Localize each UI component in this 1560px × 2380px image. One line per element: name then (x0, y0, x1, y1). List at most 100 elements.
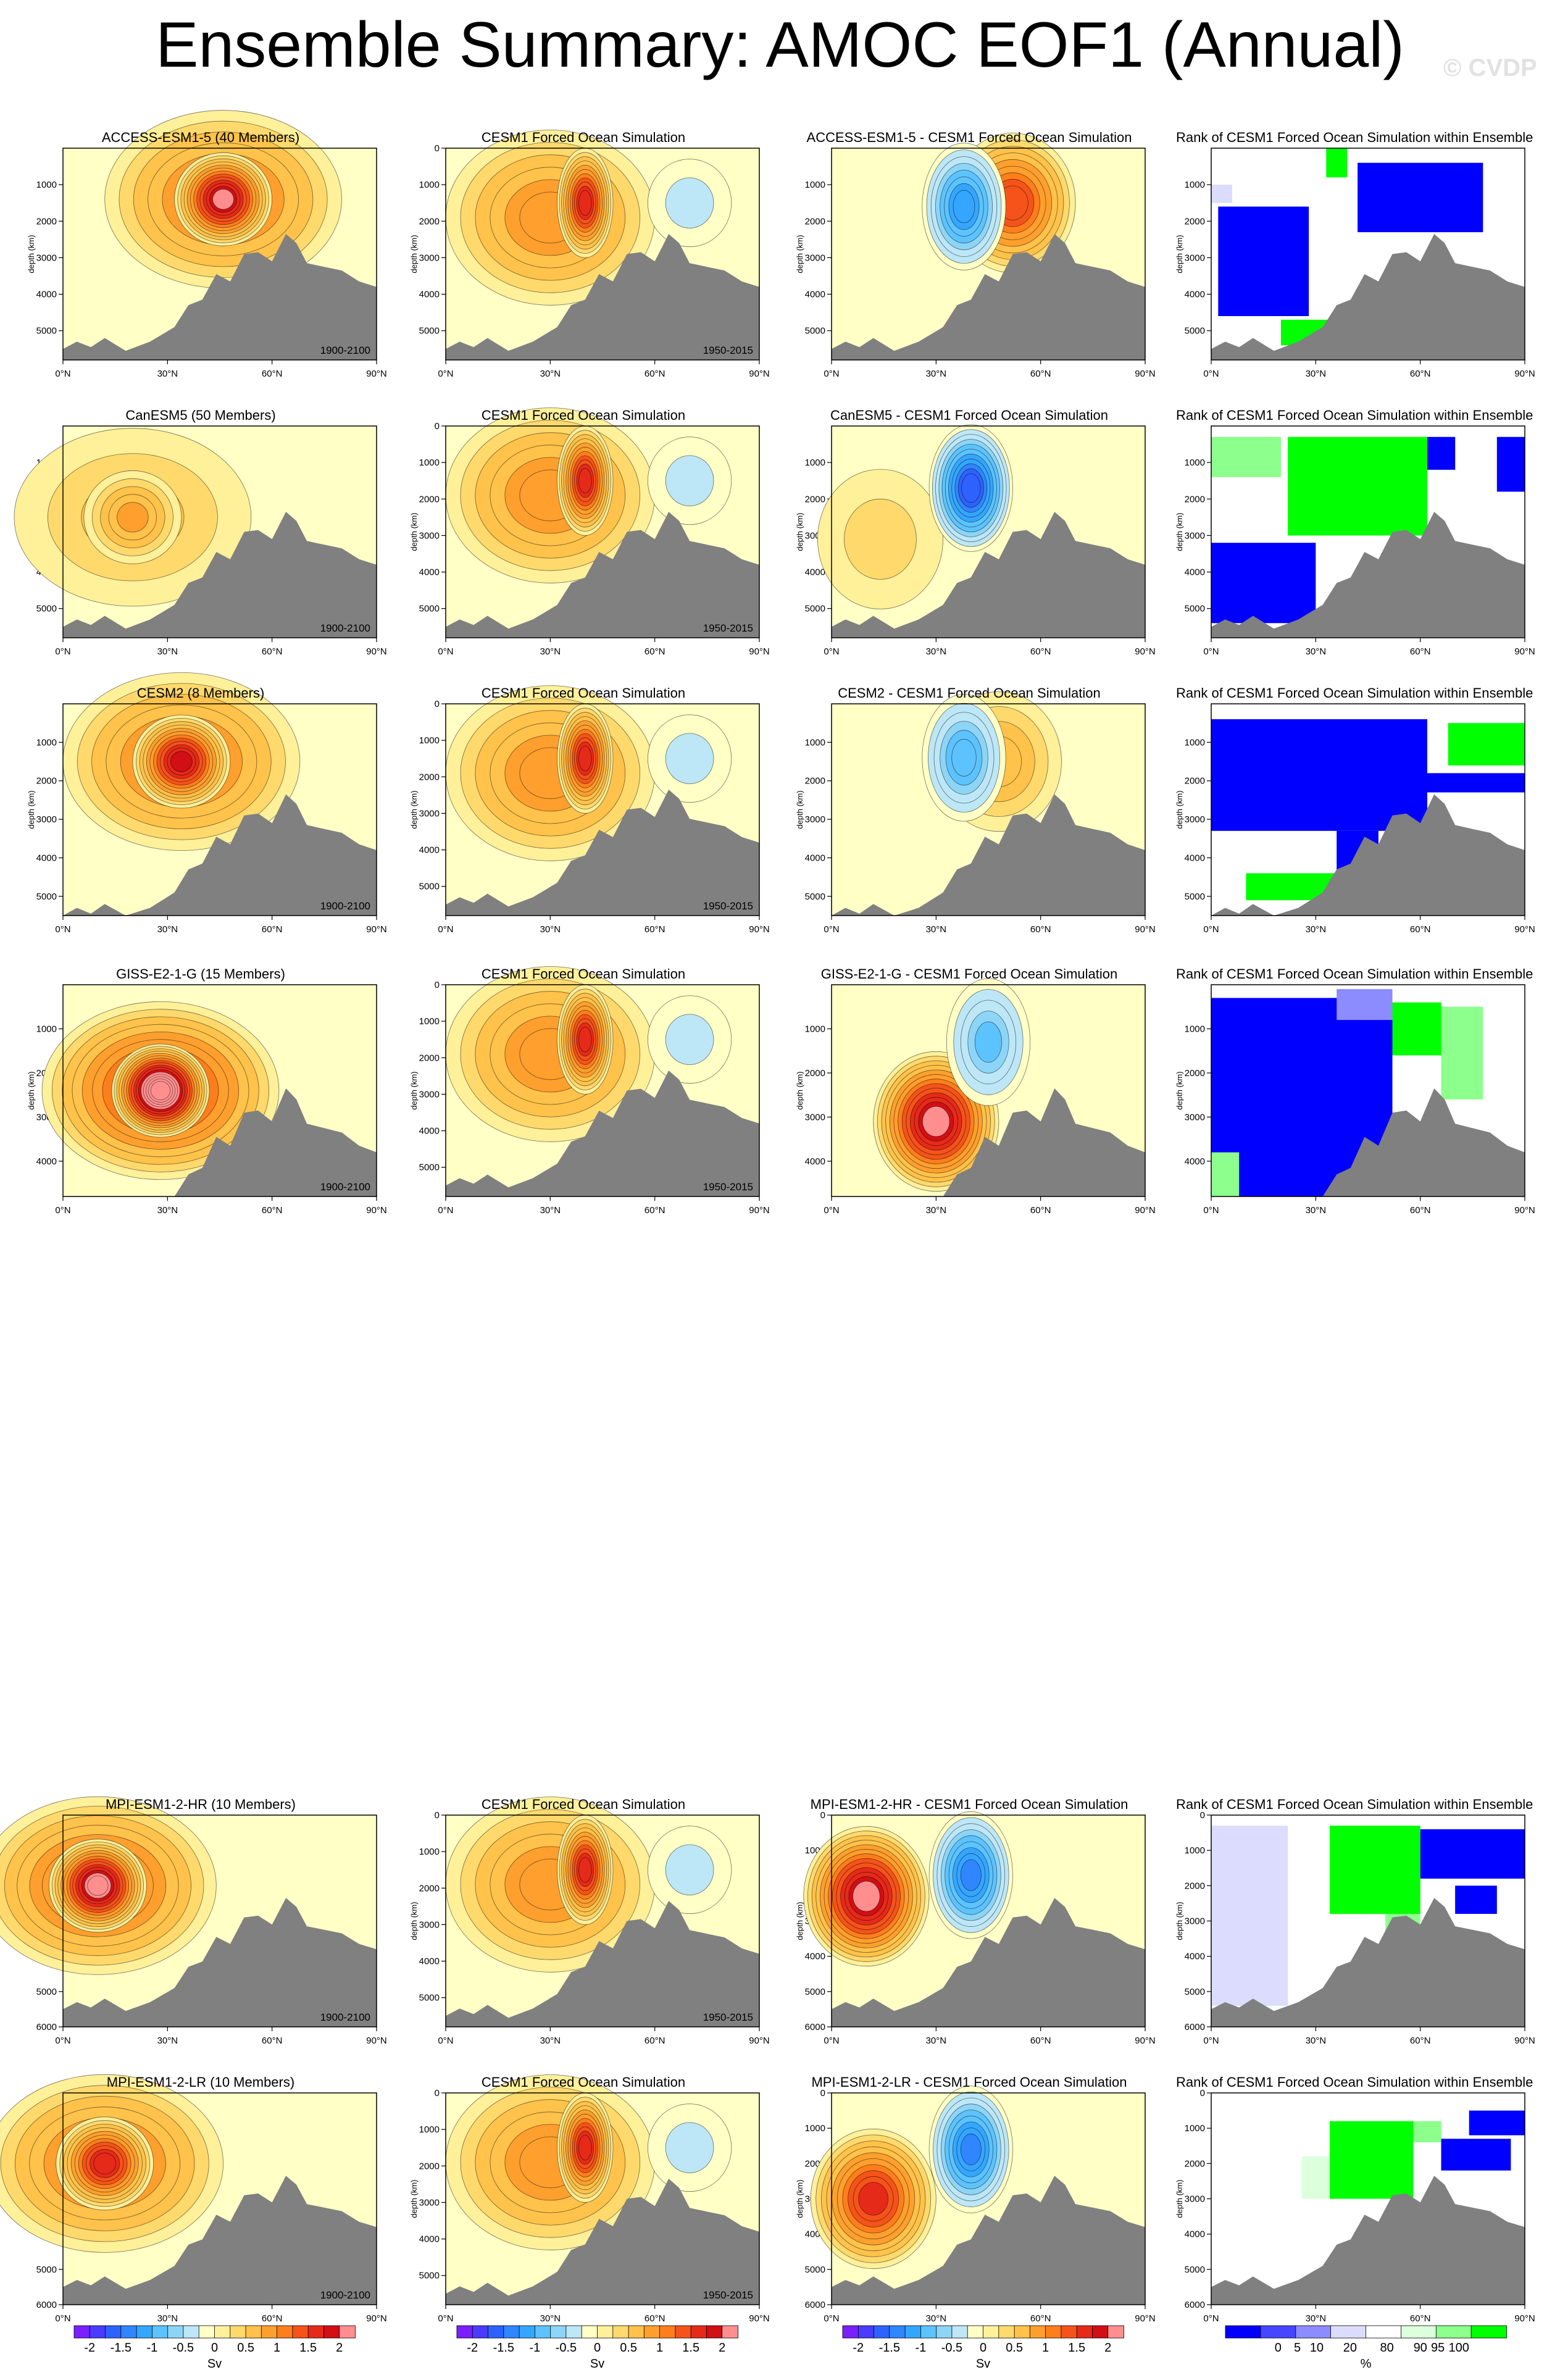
reference-r6-ytick-label: 4000 (419, 2234, 440, 2245)
reference-r3-contour (578, 746, 592, 772)
reference-r1-period-label: 1950-2015 (703, 344, 753, 356)
rank-r2-axes: 0°N 30°N 60°N 90°N 1000 2000 3000 4000 5000 depth… (1175, 425, 1535, 657)
reference-r4-panel: 0°N 30°N 60°N 90°N 0 1000 2000 3000 4000 5000 dept… (409, 966, 770, 1216)
reference-r2-ytick-label: 5000 (419, 604, 440, 614)
rank-r1-ytick-label: 4000 (1185, 290, 1205, 300)
difference-r2-xtick-label: 60°N (1030, 646, 1051, 657)
reference-r6-panel: 0°N 30°N 60°N 90°N 0 1000 2000 3000 4000 5000 dept… (409, 2074, 770, 2324)
reference-r3-ytick-label: 3000 (419, 808, 440, 819)
reference-r2-axes: 0°N 30°N 60°N 90°N 0 1000 2000 3000 4000 5000 dept… (409, 407, 770, 657)
rank-r5-ytick-label: 4000 (1185, 1952, 1205, 1962)
rank-r2-ylabel: depth (km) (1175, 512, 1184, 551)
rank-r1-title: Rank of CESM1 Forced Ocean Simulation wi… (1176, 130, 1533, 145)
difference-r2-contour (844, 498, 917, 580)
ensemble-r6-xtick-label: 30°N (157, 2313, 178, 2324)
rank-r6-title: Rank of CESM1 Forced Ocean Simulation wi… (1176, 2074, 1533, 2090)
ensemble-r2-panel: 0°N30°N60°N90°N10002000300040005000depth… (14, 407, 387, 657)
ensemble-r5-axes: 0°N30°N60°N90°N0100020003000400050006000… (0, 1796, 387, 2046)
rank-r3-rank-cell (1448, 723, 1525, 766)
difference-r4-xtick-label: 0°N (824, 1205, 839, 1216)
ensemble-r6-ytick-label: 5000 (36, 2265, 57, 2275)
reference-r1-ytick-label: 5000 (419, 326, 440, 336)
ensemble-r4-ytick-label: 4000 (36, 1156, 57, 1167)
ensemble-r5-period-label: 1900-2100 (320, 2011, 370, 2023)
rank-r2-panel: 0°N 30°N 60°N 90°N 1000 2000 3000 4000 5000 depth… (1175, 407, 1535, 657)
reference-r5-bathymetry (446, 1901, 759, 2027)
reference-r6-ytick-label: 3000 (419, 2197, 440, 2208)
rank-colorbar-swatch (1295, 2325, 1332, 2339)
rank-r4-ytick-label: 3000 (1185, 1112, 1205, 1122)
ensemble-r2-contour (117, 502, 149, 533)
rank-r3-rank-cell (1427, 773, 1525, 793)
ensemble-r1-title: ACCESS-ESM1-5 (40 Members) (101, 130, 300, 145)
ensemble-r1-plot: 0°N 30°N 60°N 90°N 1000 2000 3000 4000 5000 depth… (27, 110, 387, 379)
sv-colorbar-swatch (1045, 2325, 1062, 2339)
reference-r6-title: CESM1 Forced Ocean Simulation (481, 2074, 686, 2090)
rank-r5-title: Rank of CESM1 Forced Ocean Simulation wi… (1176, 1797, 1533, 1812)
rank-r4-frame (1211, 984, 1525, 1197)
sv-colorbar-units: Sv (976, 2357, 990, 2371)
difference-r6-contour (858, 2182, 888, 2216)
difference-r6-xtick-label: 60°N (1030, 2313, 1051, 2324)
ensemble-r3-plot: 0°N 30°N 60°N 90°N 1000 2000 3000 4000 5000 depth… (27, 672, 387, 935)
reference-r2-ytick-label: 1000 (419, 457, 440, 468)
difference-r2-ytick-label: 4000 (805, 567, 825, 578)
rank-r3-xtick-label: 30°N (1306, 924, 1327, 935)
sv-colorbar-label: 0.5 (620, 2341, 637, 2355)
rank-r2-ytick-label: 5000 (1185, 604, 1205, 614)
rank-colorbar-swatch (1225, 2325, 1261, 2339)
rank-r1-ytick-label: 1000 (1185, 180, 1205, 190)
difference-r1-plot: 0°N 30°N 60°N 90°N 1000 2000 3000 4000 5000 depth… (795, 133, 1156, 379)
ensemble-r4-frame (62, 984, 377, 1197)
ensemble-r6-period-label: 1900-2100 (320, 2289, 370, 2301)
sv-colorbar-label: 1.5 (299, 2341, 317, 2355)
ensemble-r3-contour (170, 751, 193, 772)
sv-colorbar-swatch (292, 2325, 309, 2339)
reference-r4-title: CESM1 Forced Ocean Simulation (481, 966, 686, 982)
sv-colorbar-swatch (565, 2325, 583, 2339)
reference-r5-contour (665, 1844, 714, 1895)
reference-r2-xtick-label: 30°N (540, 646, 561, 657)
ensemble-r5-xtick-label: 0°N (55, 2036, 70, 2046)
rank-r6-ytick-label: 5000 (1185, 2265, 1205, 2275)
rank-r5-frame (1211, 1814, 1525, 2027)
reference-r1-frame (445, 148, 760, 361)
rank-r3-ytick-label: 1000 (1185, 737, 1205, 748)
sv-colorbar-label: 2 (336, 2341, 343, 2355)
rank-r6-panel: 0°N 30°N 60°N 90°N 0 1000 2000 3000 4000 5000 6000… (1175, 2074, 1535, 2324)
sv-colorbar-swatch (120, 2325, 138, 2339)
difference-r1-ytick-label: 5000 (805, 326, 825, 336)
ensemble-r3-ytick-label: 4000 (36, 853, 57, 863)
sv-colorbar-label: -1.5 (111, 2341, 131, 2355)
reference-r4-contour (578, 1027, 592, 1053)
sv-colorbar-swatch (612, 2325, 630, 2339)
reference-r3-ytick-label: 5000 (419, 882, 440, 892)
reference-r5-ytick-label: 2000 (419, 1883, 440, 1894)
sv-colorbar-svg: -2 -1.5 -1 -0.5 0 0.5 1 1.5 2 Sv (456, 2325, 738, 2371)
ensemble-r4-period-label: 1900-2100 (320, 1181, 370, 1193)
sv-colorbar-label: -1 (147, 2341, 158, 2355)
rank-r6-bathymetry (1211, 2176, 1525, 2305)
difference-r2-axes: 0°N 30°N 60°N 90°N10002000300040005000depth… (795, 424, 1156, 657)
rank-r3-ytick-label: 2000 (1185, 776, 1205, 787)
difference-r6-bathymetry (832, 2176, 1145, 2305)
rank-r2-xtick-label: 90°N (1514, 646, 1535, 657)
difference-r6-ytick-label: 5000 (805, 2265, 825, 2275)
sv-colorbar-swatch (1014, 2325, 1031, 2339)
reference-r3-xtick-label: 0°N (438, 924, 453, 935)
difference-r5-xtick-label: 90°N (1135, 2036, 1156, 2046)
difference-r2-panel: 0°N 30°N 60°N 90°N 1000 2000 3000 4000 5000 depth… (795, 407, 1156, 657)
difference-r4-xtick-label: 90°N (1135, 1205, 1156, 1216)
difference-r1-frame (831, 148, 1146, 361)
difference-r5-ylabel: depth (km) (795, 1902, 804, 1940)
ensemble-r4-ylabel: depth (km) (27, 1071, 36, 1109)
difference-r1-xtick-label: 30°N (926, 369, 947, 379)
rank-r2-ytick-label: 3000 (1185, 530, 1205, 541)
ensemble-r1-xtick-label: 0°N (55, 369, 70, 379)
difference-r5-ytick-label: 5000 (805, 1987, 825, 1997)
sv-colorbar-swatch (198, 2325, 215, 2339)
ensemble-r1-ytick-label: 4000 (36, 290, 57, 300)
sv-colorbar-swatch (1029, 2325, 1046, 2339)
rank-r4-rank-cell (1337, 989, 1393, 1021)
